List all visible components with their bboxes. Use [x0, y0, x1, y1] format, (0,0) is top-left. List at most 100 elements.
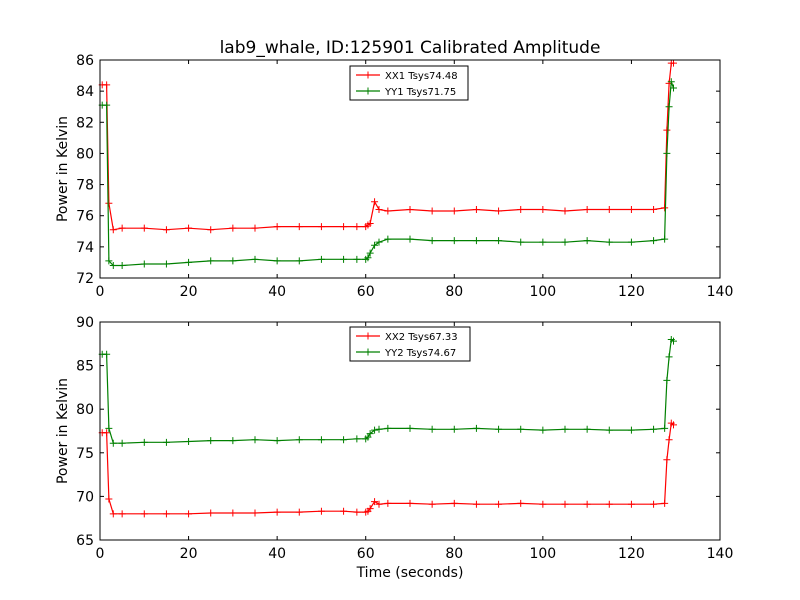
p0-series-1-point-17 [364, 254, 372, 262]
p0-series-1-point-30 [583, 237, 591, 245]
p0-series-1-point-7 [185, 258, 193, 266]
p0-series-0-point-1 [103, 81, 111, 89]
p0-series-1-point-27 [517, 238, 525, 246]
p1-series-1-point-7 [185, 437, 193, 445]
p1-series-0-point-19 [371, 498, 379, 506]
p1-x-tick-label-4: 80 [445, 546, 463, 562]
p1-series-0-point-14 [340, 507, 348, 515]
p1-x-axis-label: Time (seconds) [356, 565, 464, 581]
p0-series-1-point-11 [273, 257, 281, 265]
p0-series-0-point-29 [561, 207, 569, 215]
p0-series-1-point-18 [366, 249, 374, 257]
p1-x-tick-label-6: 120 [618, 546, 645, 562]
p0-series-0-point-9 [229, 224, 237, 232]
p0-y-tick-label-2: 76 [76, 209, 94, 225]
p0-series-0-point-8 [207, 226, 215, 234]
p1-series-1-point-10 [251, 436, 259, 444]
p1-series-1-point-20 [375, 425, 383, 433]
p0-series-1-point-3 [109, 262, 117, 270]
p0-y-axis-label: Power in Kelvin [55, 116, 71, 222]
p0-series-1-point-8 [207, 257, 215, 265]
p0-series-0-point-21 [384, 207, 392, 215]
p0-series-1-point-34 [661, 235, 669, 243]
p1-y-tick-label-5: 90 [76, 315, 94, 331]
p0-series-1-point-5 [140, 260, 148, 268]
p1-series-0-point-10 [251, 509, 259, 517]
p1-series-0-point-15 [353, 508, 361, 516]
p1-x-tick-label-7: 140 [707, 546, 734, 562]
p1-legend-marker-1 [364, 348, 372, 356]
bottom-plot: 0 20 40 60 80 100 120 140 65 70 75 80 85 90 Power in K… [55, 315, 733, 581]
p1-series-1-point-25 [472, 424, 480, 432]
p1-series-1-point-28 [539, 426, 547, 434]
p1-y-tick-label-3: 80 [76, 402, 94, 418]
p1-x-tick-label-1: 20 [180, 546, 198, 562]
p0-series-0-point-14 [340, 223, 348, 231]
p1-series-1-point-21 [384, 424, 392, 432]
p0-series-0-point-27 [517, 205, 525, 213]
p0-series-1-point-19 [371, 241, 379, 249]
p1-series-1-point-9 [229, 437, 237, 445]
p0-series-0-point-15 [353, 223, 361, 231]
p1-series-1-point-32 [627, 426, 635, 434]
p0-series-0-point-19 [371, 198, 379, 206]
p0-series-0-point-12 [295, 223, 303, 231]
p0-series-1-point-10 [251, 255, 259, 263]
p0-series-1-point-4 [118, 262, 126, 270]
p1-series-0-point-38 [670, 421, 677, 429]
p1-y-tick-label-1: 70 [76, 489, 94, 505]
p1-series-0-point-36 [665, 436, 673, 444]
p1-series-1-point-26 [495, 425, 503, 433]
p0-series-0-point-24 [450, 207, 458, 215]
p0-x-tick-label-0: 0 [96, 284, 105, 300]
p1-series-0-point-21 [384, 499, 392, 507]
p0-series-1-point-6 [162, 260, 170, 268]
p0-series-0-point-20 [375, 205, 383, 213]
p1-x-tick-label-3: 60 [357, 546, 375, 562]
p0-series-0-point-22 [406, 205, 414, 213]
p0-series-1-point-26 [495, 237, 503, 245]
top-plot: 0 20 40 60 80 100 120 140 72 74 76 78 80 82 84 86 Power … [55, 53, 733, 300]
p0-series-1-point-21 [384, 235, 392, 243]
p0-series-1-point-13 [317, 255, 325, 263]
p0-series-1-point-33 [650, 237, 658, 245]
p0-legend-marker-0 [364, 71, 372, 79]
p1-y-axis-label: Power in Kelvin [55, 378, 71, 484]
p0-y-tick-label-5: 82 [76, 115, 94, 131]
p1-series-1-point-27 [517, 425, 525, 433]
p1-series-0-point-24 [450, 499, 458, 507]
p0-series-0-point-7 [185, 224, 193, 232]
p0-legend-label-1: YY1 Tsys71.75 [384, 87, 456, 98]
p0-series-1-point-9 [229, 257, 237, 265]
p0-series-0-point-26 [495, 207, 503, 215]
p0-series-0-point-5 [140, 224, 148, 232]
p1-series-0-point-11 [273, 508, 281, 516]
p0-legend-label-0: XX1 Tsys74.48 [385, 71, 458, 82]
p0-series-1-point-32 [627, 238, 635, 246]
p1-axes-frame [99, 321, 721, 541]
p1-series-0-point-8 [207, 509, 215, 517]
p1-series-1-point-38 [670, 337, 677, 345]
p1-series-0-point-31 [605, 500, 613, 508]
p0-series-1-point-14 [340, 255, 348, 263]
p0-series-0-point-18 [366, 220, 374, 227]
p1-legend-box [349, 326, 471, 362]
p1-series-0-point-1 [103, 429, 111, 437]
p1-legend-label-1: YY2 Tsys74.67 [384, 348, 456, 359]
p1-series-0-point-35 [663, 456, 671, 464]
p1-series-1-point-4 [118, 439, 126, 447]
p0-series-0-point-30 [583, 205, 591, 213]
p1-series-1-point-6 [162, 438, 170, 446]
p0-series-0-point-35 [663, 126, 671, 134]
p1-series-0-point-30 [583, 500, 591, 508]
p0-series-0-point-10 [251, 224, 259, 232]
p1-series-0-point-4 [118, 510, 126, 518]
p0-series-0-point-28 [539, 205, 547, 213]
p0-series-0-point-6 [162, 226, 170, 234]
p1-series-1-point-29 [561, 425, 569, 433]
p1-series-0-point-29 [561, 500, 569, 508]
p0-y-tick-label-3: 78 [76, 178, 94, 194]
p0-series-1-point-29 [561, 238, 569, 246]
p1-y-tick-label-4: 85 [76, 359, 94, 375]
p0-series-0-point-11 [273, 223, 281, 231]
